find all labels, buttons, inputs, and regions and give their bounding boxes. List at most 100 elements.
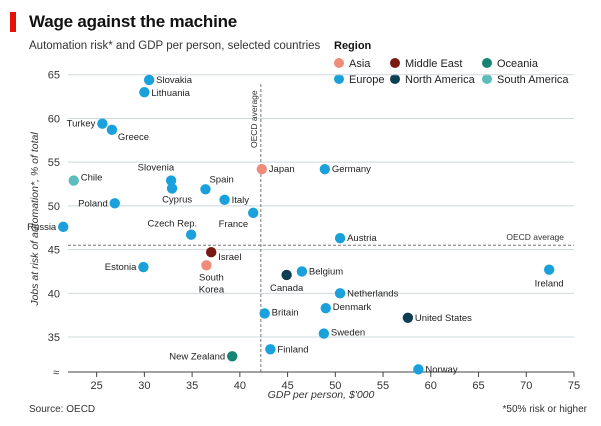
label-slovenia: Slovenia [138,163,175,174]
label-norway: Norway [425,364,457,375]
point-poland [109,198,120,209]
legend-item-south-america: South America [482,74,569,86]
point-ireland [543,264,555,275]
point-sweden [318,328,330,339]
point-russia [58,221,69,233]
x-tick-label: 60 [425,380,437,392]
legend-item-europe: Europe [334,74,384,86]
point-france [248,207,259,219]
y-tick-label: 45 [48,245,60,257]
label-austria: Austria [347,233,377,244]
x-tick-label: 55 [377,380,389,392]
label-czech-rep: Czech Rep. [148,219,198,230]
label-united-states: United States [415,313,472,324]
x-tick-label: 70 [520,380,532,392]
y-axis-title: Jobs at risk of automation*, % of total [29,132,41,307]
axis-break-icon: ≈ [53,367,59,379]
legend-item-north-america: North America [390,74,475,86]
label-estonia: Estonia [105,262,137,273]
x-tick-label: 50 [329,380,341,392]
x-tick-label: 45 [281,380,293,392]
label-spain: Spain [209,174,233,185]
footnote: *50% risk or higher [502,404,587,415]
point-finland [265,344,276,355]
legend-swatch [482,58,492,68]
legend-title: Region [334,40,372,52]
x-tick-label: 25 [91,380,103,392]
label-israel: Israel [218,252,241,263]
point-south-korea [201,260,212,271]
point-denmark [320,302,331,314]
label-cyprus: Cyprus [162,194,192,205]
legend-item-middle-east: Middle East [390,58,462,70]
label-new-zealand: New Zealand [169,351,225,362]
legend-swatch [482,74,492,84]
label-japan: Japan [269,164,295,175]
legend-item-asia: Asia [334,58,370,70]
oecd-average-horizontal-label: OECD average [506,232,564,242]
point-slovakia [143,74,155,86]
point-austria [334,233,346,244]
label-greece: Greece [118,132,149,143]
source-note: Source: OECD [29,404,96,415]
point-belgium [296,266,308,277]
x-tick-label: 35 [186,380,198,392]
point-britain [259,308,270,319]
chart-subtitle: Automation risk* and GDP per person, sel… [29,40,321,52]
point-czech-rep [185,229,197,240]
y-tick-label: 60 [48,113,60,125]
label-south-korea: South Korea [199,272,225,295]
label-belgium: Belgium [309,266,343,277]
point-israel [206,247,217,258]
label-turkey: Turkey [67,119,96,130]
point-norway [413,364,424,375]
label-chile: Chile [81,173,103,184]
y-tick-label: 65 [48,70,60,82]
legend-swatch [334,74,344,84]
label-slovakia: Slovakia [156,75,193,86]
point-italy [219,194,230,205]
label-netherlands: Netherlands [347,288,398,299]
label-germany: Germany [332,164,371,175]
x-tick-label: 65 [472,380,484,392]
legend-swatch [390,74,400,84]
point-netherlands [334,288,346,299]
y-tick-label: 35 [48,332,60,344]
y-tick-label: 40 [48,288,60,300]
label-britain: Britain [272,307,299,318]
point-greece [106,124,118,136]
label-russia: Russia [27,222,57,233]
point-estonia [138,261,149,273]
point-cyprus [166,183,178,194]
x-axis-title: GDP per person, $'000 [268,389,375,401]
point-spain [200,184,211,195]
label-lithuania: Lithuania [151,88,190,99]
x-tick-label: 30 [138,380,150,392]
x-tick-label: 75 [568,380,580,392]
label-denmark: Denmark [333,302,372,313]
label-ireland: Ireland [535,279,564,290]
label-italy: Italy [232,195,250,206]
x-tick-label: 40 [234,380,246,392]
point-united-states [402,312,414,323]
brand-bar [10,12,16,32]
legend-item-oceania: Oceania [482,58,538,70]
point-new-zealand [227,351,238,362]
point-turkey [97,118,108,129]
label-france: France [219,219,249,230]
legend-swatch [390,58,400,68]
y-tick-label: 50 [48,201,60,213]
chart-title: Wage against the machine [29,12,238,31]
label-canada: Canada [270,283,304,294]
point-canada [281,269,292,281]
y-tick-label: 55 [48,157,60,169]
point-chile [68,175,79,186]
point-germany [319,163,331,175]
point-slovenia [165,175,177,186]
point-lithuania [139,87,150,98]
point-japan [256,163,268,175]
legend-swatch [334,58,344,68]
oecd-average-vertical-label: OECD average [249,90,259,148]
label-sweden: Sweden [331,328,365,339]
